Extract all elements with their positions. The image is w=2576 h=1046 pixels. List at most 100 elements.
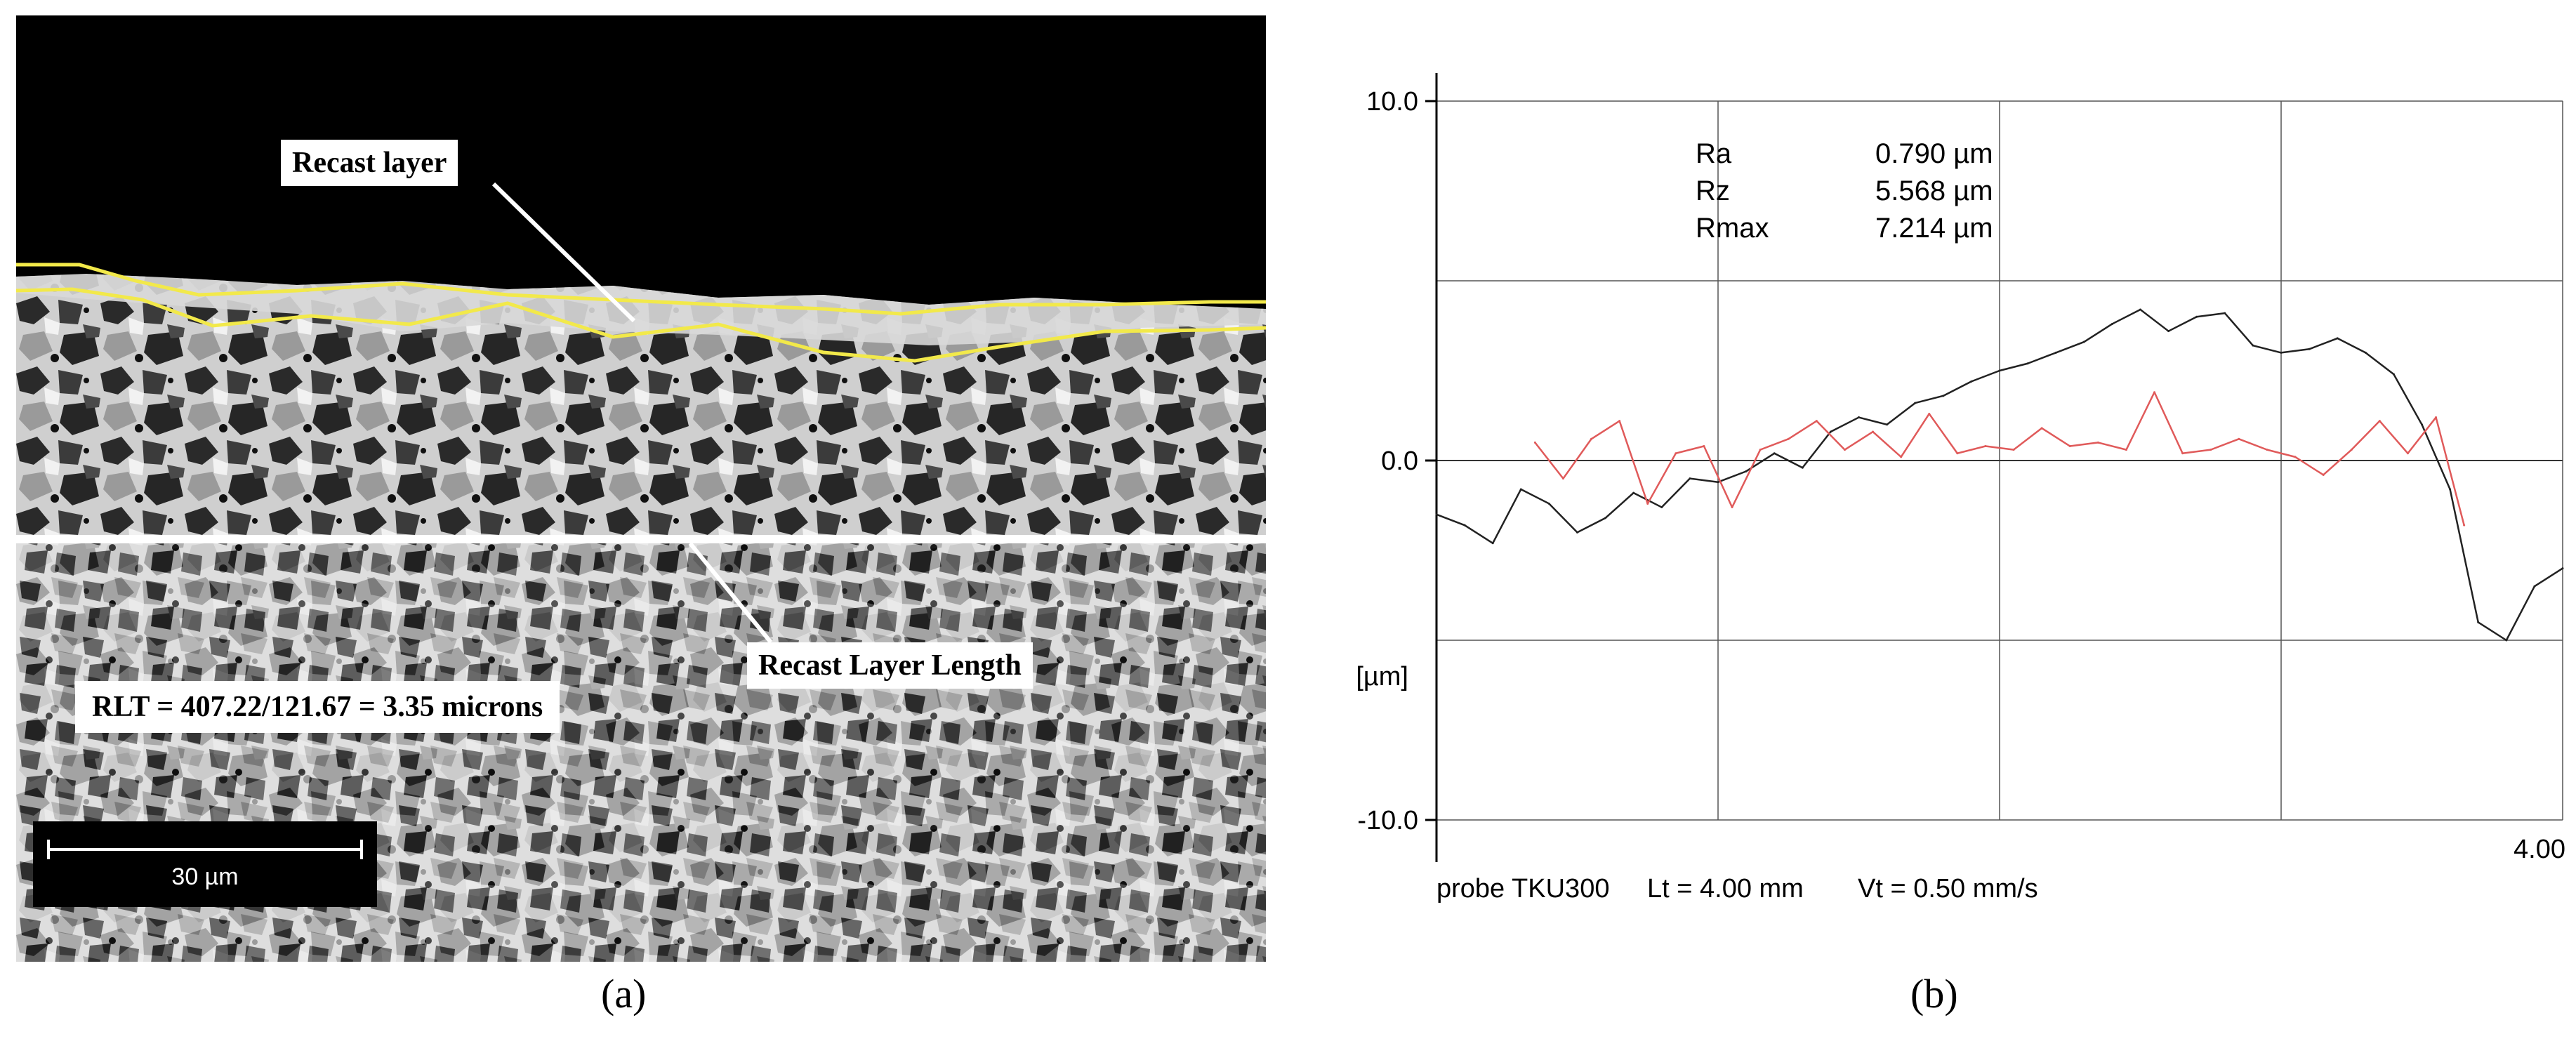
profile-point-0-27 (2195, 315, 2198, 318)
rlt-label: RLT = 407.22/121.67 = 3.35 microns (75, 681, 560, 733)
profile-point-0-18 (1942, 395, 1945, 397)
footer-lt: Lt = 4.00 mm (1647, 874, 1804, 903)
profile-point-0-6 (1604, 517, 1607, 519)
profile-point-1-15 (1956, 452, 1959, 455)
profile-point-1-19 (2068, 445, 2071, 448)
profile-point-0-9 (1689, 477, 1691, 480)
profile-point-1-5 (1675, 452, 1677, 455)
profile-point-0-10 (1717, 481, 1719, 484)
profile-point-0-17 (1914, 402, 1917, 404)
profile-point-1-24 (2210, 449, 2212, 451)
profile-point-1-7 (1731, 506, 1733, 509)
profile-point-0-11 (1745, 470, 1748, 472)
profile-point-0-29 (2252, 344, 2254, 347)
profile-point-1-28 (2322, 473, 2325, 476)
profile-point-1-20 (2096, 441, 2099, 444)
scale-bar-line (47, 840, 363, 859)
profile-point-0-0 (1435, 513, 1438, 516)
scale-bar-label: 30 µm (171, 863, 239, 890)
panel-b-caption: (b) (1910, 971, 1958, 1017)
profile-point-0-30 (2280, 351, 2283, 354)
profile-point-0-21 (2026, 362, 2029, 365)
y-tick-label-zero: 0.0 (1381, 446, 1418, 476)
profile-point-1-26 (2266, 449, 2268, 451)
profile-point-0-7 (1632, 491, 1635, 494)
panel-a-caption: (a) (601, 971, 647, 1017)
profile-point-1-12 (1872, 430, 1875, 433)
profile-point-0-39 (2533, 585, 2536, 588)
profile-point-1-9 (1787, 437, 1790, 440)
profile-point-0-4 (1547, 502, 1550, 505)
metric-rz-name: Rz (1696, 176, 1730, 206)
profile-point-1-29 (2350, 449, 2353, 451)
scale-bar: 30 µm (33, 821, 377, 907)
profile-point-1-21 (2125, 449, 2127, 451)
profile-point-1-27 (2294, 456, 2297, 458)
profile-point-0-20 (1998, 369, 2001, 372)
profile-point-0-5 (1576, 531, 1578, 534)
profile-point-0-37 (2477, 621, 2480, 623)
profile-point-1-23 (2181, 452, 2184, 455)
profile-point-1-22 (2153, 391, 2156, 394)
profile-point-1-33 (2463, 524, 2466, 527)
profile-point-1-11 (1843, 449, 1846, 451)
profile-point-1-10 (1815, 420, 1818, 423)
profile-point-0-14 (1829, 430, 1832, 433)
profile-point-0-8 (1660, 506, 1663, 509)
sem-micrograph: Recast layer Recast Layer Length RLT = 4… (16, 15, 1266, 962)
profile-point-0-23 (2082, 340, 2085, 343)
profile-point-1-3 (1618, 420, 1621, 423)
profile-point-1-16 (1984, 445, 1987, 448)
y-axis-label: [µm] (1356, 662, 1408, 691)
footer-probe: probe TKU300 (1436, 874, 1609, 903)
profile-point-0-35 (2421, 423, 2423, 426)
roughness-profile-chart: 10.0 0.0 -10.0 [µm] 4.00 probe TKU300 Lt… (1356, 73, 2565, 903)
chart-labels: 10.0 0.0 -10.0 [µm] 4.00 probe TKU300 Lt… (1356, 87, 2565, 903)
metric-rmax-name: Rmax (1696, 213, 1769, 244)
profile-point-0-31 (2308, 347, 2311, 350)
profile-point-0-19 (1970, 380, 1973, 383)
profile-point-0-12 (1773, 452, 1776, 455)
profile-series-1 (1534, 391, 2465, 526)
metric-rz-value: 5.568 µm (1875, 176, 1993, 206)
y-tick-label-top: 10.0 (1366, 87, 1418, 117)
profile-point-1-1 (1561, 477, 1564, 480)
profile-point-0-13 (1801, 466, 1804, 469)
profile-point-1-18 (2040, 427, 2043, 430)
recast-layer-label: Recast layer (281, 140, 458, 186)
profile-point-0-3 (1519, 488, 1522, 491)
profile-point-0-34 (2392, 373, 2395, 376)
profile-point-0-33 (2364, 351, 2367, 354)
profile-point-1-8 (1759, 449, 1762, 451)
profile-point-1-17 (2012, 449, 2015, 451)
profile-point-1-31 (2406, 452, 2409, 455)
profile-point-0-26 (2167, 330, 2170, 333)
profile-point-1-6 (1703, 445, 1705, 448)
profile-point-1-30 (2378, 420, 2381, 423)
metric-ra-value: 0.790 µm (1875, 138, 1993, 169)
micrograph-drawing (16, 15, 1266, 962)
profile-point-0-38 (2505, 639, 2508, 642)
profile-point-0-36 (2449, 488, 2452, 491)
profile-point-0-28 (2224, 312, 2226, 315)
metric-ra-name: Ra (1696, 138, 1732, 169)
profile-point-0-40 (2561, 567, 2564, 570)
profile-point-0-24 (2111, 322, 2113, 325)
chart-series (1435, 308, 2564, 642)
chart-axes (1425, 73, 2563, 862)
metric-rmax-value: 7.214 µm (1875, 213, 1993, 244)
y-tick-label-bottom: -10.0 (1357, 806, 1418, 835)
profile-point-0-15 (1858, 416, 1860, 419)
footer-vt: Vt = 0.50 mm/s (1858, 874, 2038, 903)
profile-point-0-1 (1463, 524, 1466, 527)
profile-point-1-14 (1928, 412, 1931, 415)
profile-point-0-22 (2054, 351, 2057, 354)
profile-point-1-0 (1533, 441, 1536, 444)
profile-point-0-32 (2336, 337, 2339, 340)
profile-point-1-25 (2238, 437, 2240, 440)
profile-point-1-13 (1900, 456, 1903, 458)
profile-point-1-32 (2435, 416, 2438, 419)
x-tick-label-end: 4.00 (2514, 835, 2565, 864)
profile-point-0-25 (2139, 308, 2141, 311)
profile-point-1-2 (1590, 437, 1593, 440)
